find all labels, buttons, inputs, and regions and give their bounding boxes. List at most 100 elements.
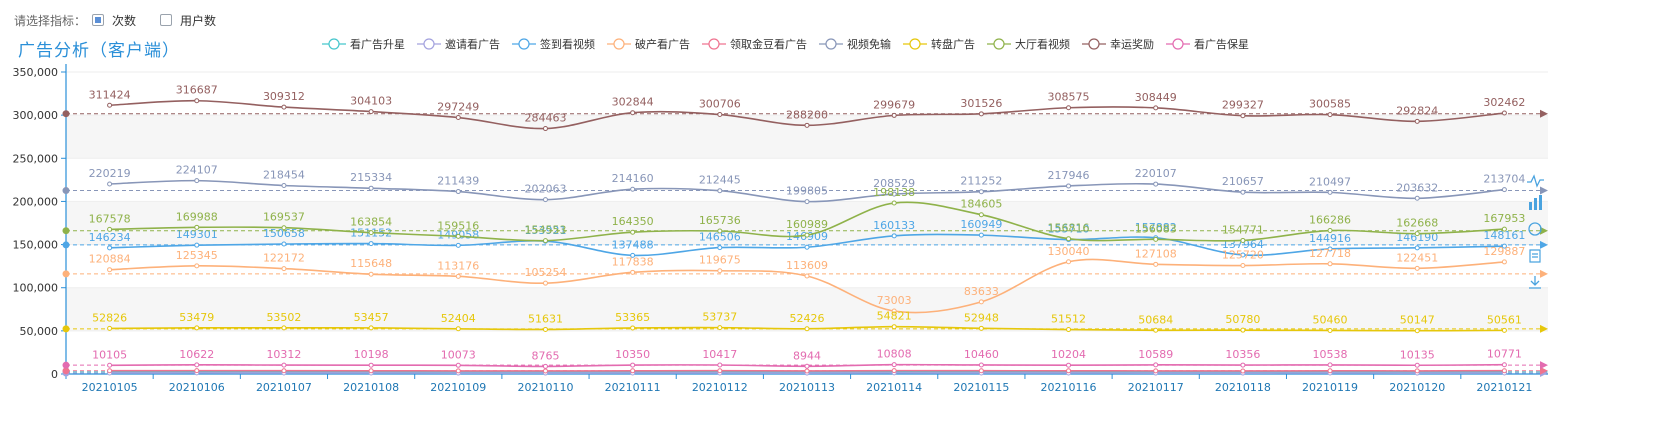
data-point[interactable]	[1327, 189, 1333, 195]
data-point[interactable]	[804, 199, 810, 205]
data-point[interactable]	[630, 229, 636, 235]
legend-item[interactable]: 领取金豆看广告	[702, 37, 807, 51]
data-point[interactable]	[804, 232, 810, 238]
data-point[interactable]	[1414, 362, 1420, 368]
data-point[interactable]	[1153, 362, 1159, 368]
data-point[interactable]	[1240, 327, 1246, 333]
data-point[interactable]	[630, 325, 636, 331]
data-point[interactable]	[455, 362, 461, 368]
data-point[interactable]	[455, 242, 461, 248]
data-point[interactable]	[194, 178, 200, 184]
legend-item[interactable]: 签到看视频	[512, 37, 595, 51]
legend-item[interactable]: 看广告升星	[322, 37, 405, 51]
data-point[interactable]	[891, 368, 897, 374]
data-point[interactable]	[891, 112, 897, 118]
legend-item[interactable]: 破产看广告	[607, 37, 690, 51]
data-point[interactable]	[107, 325, 113, 331]
data-point[interactable]	[978, 368, 984, 374]
bar-chart-icon[interactable]	[1529, 195, 1542, 210]
data-point[interactable]	[630, 110, 636, 116]
data-point[interactable]	[368, 109, 374, 115]
data-point[interactable]	[891, 362, 897, 368]
data-point[interactable]	[542, 363, 548, 369]
data-point[interactable]	[1327, 246, 1333, 252]
legend-item[interactable]: 转盘广告	[903, 37, 975, 51]
data-point[interactable]	[194, 362, 200, 368]
data-point[interactable]	[1414, 368, 1420, 374]
data-point[interactable]	[1501, 327, 1507, 333]
data-point[interactable]	[281, 104, 287, 110]
data-point[interactable]	[1501, 243, 1507, 249]
data-point[interactable]	[281, 241, 287, 247]
data-point[interactable]	[1240, 368, 1246, 374]
data-point[interactable]	[194, 242, 200, 248]
data-point[interactable]	[1240, 362, 1246, 368]
data-point[interactable]	[891, 233, 897, 239]
data-point[interactable]	[107, 102, 113, 108]
data-point[interactable]	[630, 368, 636, 374]
data-point[interactable]	[368, 271, 374, 277]
data-point[interactable]	[1414, 195, 1420, 201]
checkbox-checked-icon[interactable]	[92, 14, 105, 26]
data-point[interactable]	[1240, 237, 1246, 243]
metric-checkbox-users[interactable]: 用户数	[160, 12, 216, 29]
data-point[interactable]	[804, 363, 810, 369]
data-point[interactable]	[1153, 368, 1159, 374]
data-point[interactable]	[891, 191, 897, 197]
data-point[interactable]	[804, 368, 810, 374]
data-point[interactable]	[1153, 327, 1159, 333]
data-point[interactable]	[717, 228, 723, 234]
data-point[interactable]	[1501, 368, 1507, 374]
data-point[interactable]	[1414, 328, 1420, 334]
data-point[interactable]	[1153, 261, 1159, 267]
data-point[interactable]	[281, 183, 287, 189]
data-point[interactable]	[630, 252, 636, 258]
data-point[interactable]	[717, 362, 723, 368]
legend-item[interactable]: 视频免输	[819, 37, 891, 51]
data-point[interactable]	[717, 188, 723, 194]
data-point[interactable]	[978, 232, 984, 238]
data-point[interactable]	[1414, 245, 1420, 251]
data-point[interactable]	[1240, 263, 1246, 269]
data-point[interactable]	[542, 197, 548, 203]
data-point[interactable]	[368, 185, 374, 191]
data-point[interactable]	[1501, 259, 1507, 265]
data-point[interactable]	[455, 273, 461, 279]
data-point[interactable]	[804, 244, 810, 250]
data-point[interactable]	[455, 115, 461, 121]
data-point[interactable]	[1066, 362, 1072, 368]
data-point[interactable]	[1414, 265, 1420, 271]
data-point[interactable]	[978, 212, 984, 218]
data-point[interactable]	[1240, 113, 1246, 119]
data-point[interactable]	[1414, 231, 1420, 237]
data-point[interactable]	[368, 362, 374, 368]
data-point[interactable]	[1501, 187, 1507, 193]
data-point[interactable]	[1327, 228, 1333, 234]
data-point[interactable]	[455, 326, 461, 332]
data-point[interactable]	[1327, 368, 1333, 374]
data-point[interactable]	[107, 368, 113, 374]
data-point[interactable]	[455, 368, 461, 374]
data-point[interactable]	[978, 299, 984, 305]
data-point[interactable]	[194, 368, 200, 374]
legend-item[interactable]: 大厅看视频	[987, 37, 1070, 51]
data-point[interactable]	[1066, 105, 1072, 111]
data-point[interactable]	[368, 368, 374, 374]
data-point[interactable]	[630, 186, 636, 192]
data-point[interactable]	[194, 263, 200, 269]
data-point[interactable]	[1153, 181, 1159, 187]
data-point[interactable]	[1153, 105, 1159, 111]
data-point[interactable]	[542, 326, 548, 332]
data-point[interactable]	[1327, 362, 1333, 368]
data-point[interactable]	[978, 111, 984, 117]
data-point[interactable]	[281, 362, 287, 368]
data-point[interactable]	[1327, 327, 1333, 333]
data-point[interactable]	[281, 368, 287, 374]
data-point[interactable]	[978, 362, 984, 368]
data-point[interactable]	[804, 326, 810, 332]
data-point[interactable]	[1066, 368, 1072, 374]
data-point[interactable]	[1414, 118, 1420, 124]
restore-icon[interactable]	[1528, 222, 1542, 236]
data-point[interactable]	[804, 273, 810, 279]
data-point[interactable]	[1501, 226, 1507, 232]
